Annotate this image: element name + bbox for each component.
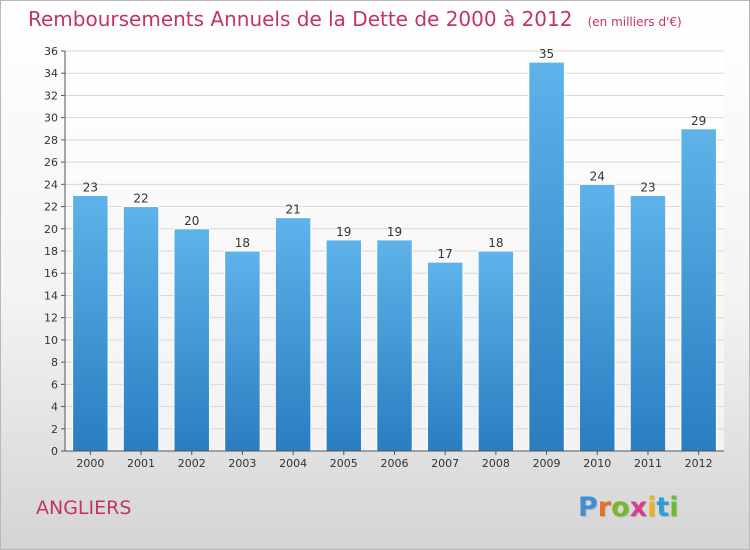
bar-2006 <box>376 239 413 452</box>
bar-value-label: 17 <box>438 247 453 261</box>
y-tick-label: 20 <box>44 223 58 236</box>
x-tick-label: 2004 <box>279 457 307 470</box>
bar-value-label: 22 <box>133 192 148 206</box>
logo-letter: P <box>578 492 598 523</box>
y-tick-label: 2 <box>51 423 58 436</box>
logo-letter: x <box>629 492 648 523</box>
y-tick-label: 24 <box>44 178 58 191</box>
y-tick-label: 34 <box>44 67 58 80</box>
logo-letter: t <box>656 492 670 523</box>
x-tick-label: 2010 <box>583 457 611 470</box>
bar-value-label: 24 <box>590 169 605 183</box>
x-tick-label: 2011 <box>634 457 662 470</box>
bar-2007 <box>426 261 464 452</box>
chart-title: Remboursements Annuels de la Dette de 20… <box>28 7 573 31</box>
bar-value-label: 23 <box>83 180 98 194</box>
logo-letter: i <box>647 492 657 523</box>
bar-2003 <box>224 250 261 452</box>
x-tick-label: 2005 <box>330 457 358 470</box>
bar-value-label: 19 <box>387 225 402 239</box>
bar-2009 <box>528 61 565 452</box>
x-tick-label: 2009 <box>533 457 561 470</box>
logo-letter: o <box>611 492 630 523</box>
bar-2008 <box>477 250 515 452</box>
y-tick-label: 32 <box>44 89 58 102</box>
x-tick-label: 2000 <box>76 457 104 470</box>
bar-2002 <box>173 228 210 452</box>
y-tick-label: 30 <box>44 112 58 125</box>
bar-value-label: 23 <box>640 180 655 194</box>
y-tick-label: 22 <box>44 201 58 214</box>
y-tick-label: 14 <box>44 289 58 302</box>
y-tick-label: 26 <box>44 156 58 169</box>
x-tick-label: 2006 <box>381 457 409 470</box>
x-tick-label: 2001 <box>127 457 155 470</box>
bar-value-label: 19 <box>336 225 351 239</box>
y-tick-label: 16 <box>44 267 58 280</box>
x-axis-ticks: 2000 2001 2002 2003 2004 2005 2006 2007 2008 2009… <box>76 451 713 470</box>
bar-value-label: 18 <box>235 236 250 250</box>
bar-value-label: 18 <box>488 236 503 250</box>
bar-2010 <box>579 183 616 452</box>
bar-2000 <box>72 194 109 452</box>
logo-letter: i <box>669 492 679 523</box>
y-tick-label: 28 <box>44 134 58 147</box>
bar-value-label: 35 <box>539 47 554 61</box>
bar-value-label: 21 <box>285 203 300 217</box>
y-tick-label: 4 <box>51 401 58 414</box>
chart-unit: (en milliers d'€) <box>587 15 682 29</box>
commune-name: ANGLIERS <box>36 497 132 519</box>
bars: 23 22 20 18 21 19 19 17 18 35 24 23 29 <box>72 47 717 452</box>
bar-value-label: 20 <box>184 214 199 228</box>
y-tick-label: 0 <box>51 445 58 458</box>
proxiti-logo: Proxiti <box>578 492 679 523</box>
x-tick-label: 2008 <box>482 457 510 470</box>
logo-letter: r <box>597 492 612 523</box>
y-tick-label: 36 <box>44 45 58 58</box>
x-tick-label: 2007 <box>431 457 459 470</box>
x-tick-label: 2012 <box>685 457 713 470</box>
y-tick-label: 18 <box>44 245 58 258</box>
bar-value-label: 29 <box>691 114 706 128</box>
bar-2005 <box>325 239 363 452</box>
bar-2011 <box>629 194 667 452</box>
y-tick-label: 8 <box>51 356 58 369</box>
bar-2004 <box>274 217 312 452</box>
bar-2012 <box>680 128 717 452</box>
y-tick-label: 6 <box>51 378 58 391</box>
y-tick-label: 10 <box>44 334 58 347</box>
x-tick-label: 2002 <box>178 457 206 470</box>
y-tick-label: 12 <box>44 312 58 325</box>
title-row: Remboursements Annuels de la Dette de 20… <box>28 7 682 31</box>
bar-2001 <box>122 206 160 452</box>
x-tick-label: 2003 <box>228 457 256 470</box>
